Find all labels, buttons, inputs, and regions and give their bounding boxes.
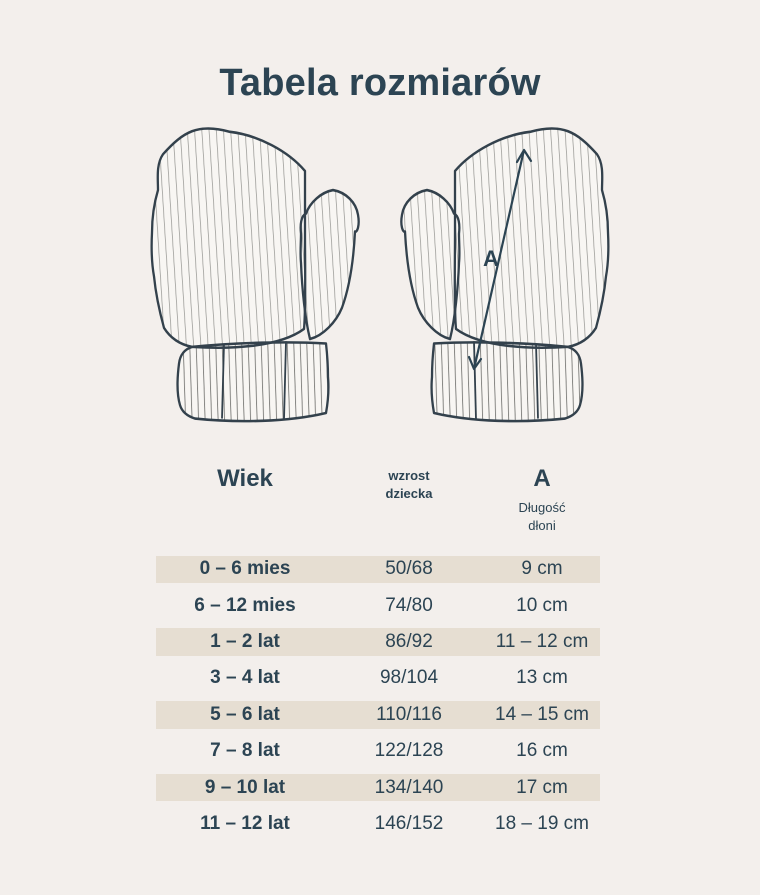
svg-text:A: A xyxy=(483,246,499,271)
